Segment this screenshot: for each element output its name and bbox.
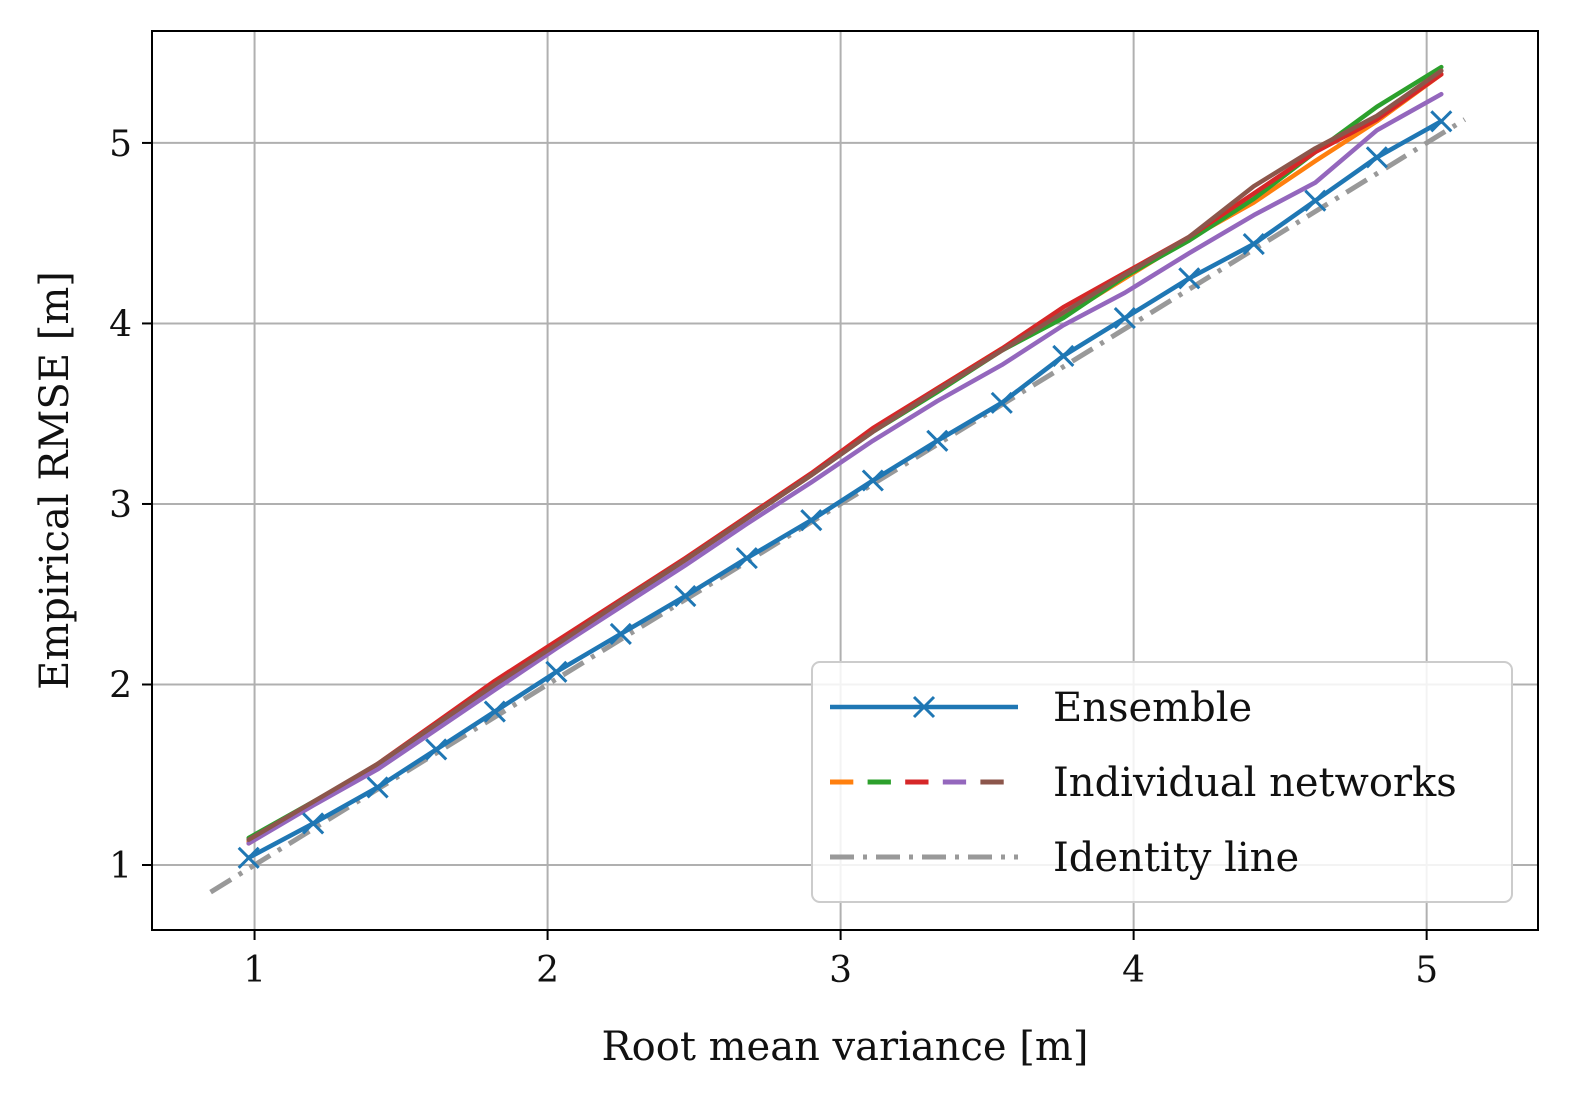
ensemble-point — [1242, 232, 1265, 256]
y-axis-label: Empirical RMSE [m] — [32, 271, 78, 690]
ensemble-point — [1304, 189, 1327, 212]
ensemble-point — [483, 700, 506, 723]
ensemble-point — [366, 776, 389, 799]
legend: Ensemble Individual networks Identity li… — [811, 661, 1513, 903]
ensemble-point — [237, 846, 260, 869]
legend-label-individual-networks: Individual networks — [1053, 760, 1457, 806]
series-line-network-5 — [246, 68, 1444, 842]
series-layer — [209, 64, 1467, 895]
ensemble-point — [735, 547, 758, 570]
ensemble-point — [1178, 267, 1201, 290]
legend-label-identity-line: Identity line — [1053, 835, 1299, 881]
ticks: 1 2 3 4 5 1 2 3 4 5 — [109, 124, 1438, 991]
y-tick-label: 5 — [109, 124, 132, 165]
y-tick-label: 1 — [109, 846, 132, 887]
x-tick-label: 1 — [243, 950, 266, 991]
x-axis-label: Root mean variance [m] — [602, 1024, 1089, 1070]
ensemble-point — [302, 812, 325, 835]
ensemble-point — [425, 738, 448, 761]
series-line-ensemble — [246, 119, 1444, 861]
ensemble-point — [545, 660, 568, 683]
ensemble-point — [1365, 146, 1388, 169]
x-tick-label: 3 — [829, 950, 852, 991]
ensemble-point — [674, 584, 697, 608]
ensemble-point — [1113, 306, 1136, 330]
legend-marker-ensemble — [912, 695, 936, 719]
y-tick-label: 3 — [109, 485, 132, 526]
series-line-network-4 — [246, 91, 1444, 846]
ensemble-point — [1052, 344, 1075, 368]
legend-swatches — [830, 695, 1018, 860]
x-tick-label: 5 — [1415, 950, 1438, 991]
x-tick-label: 2 — [536, 950, 559, 991]
y-tick-label: 2 — [109, 665, 132, 706]
ensemble-point — [800, 509, 823, 532]
ensemble-point — [861, 469, 884, 492]
ensemble-point — [926, 429, 949, 452]
ensemble-point — [1430, 110, 1453, 133]
legend-box — [811, 661, 1513, 903]
x-tick-label: 4 — [1122, 950, 1145, 991]
y-tick-label: 4 — [109, 304, 132, 345]
ensemble-point — [990, 391, 1013, 414]
ensemble-point — [609, 622, 632, 646]
legend-label-ensemble: Ensemble — [1053, 685, 1252, 731]
plot-frame — [151, 30, 1539, 931]
